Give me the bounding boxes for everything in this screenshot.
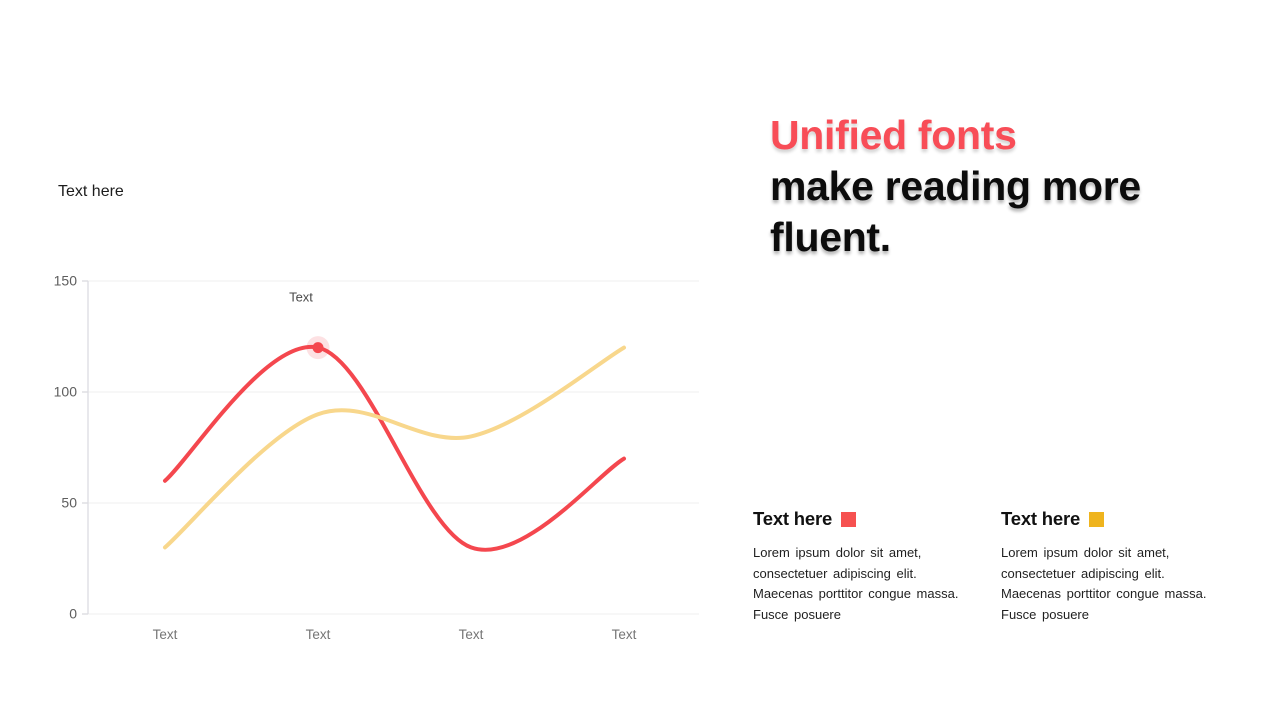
svg-text:Text: Text: [306, 627, 331, 642]
svg-text:Text: Text: [459, 627, 484, 642]
callout-red: Text here Lorem ipsum dolor sit amet, co…: [753, 508, 978, 625]
svg-text:150: 150: [54, 273, 78, 289]
red-square-icon: [841, 511, 857, 527]
callout-red-header: Text here: [753, 508, 978, 530]
callout-yellow: Text here Lorem ipsum dolor sit amet, co…: [1001, 508, 1226, 625]
callout-red-title: Text here: [753, 508, 833, 529]
headline-accent-line: Unified fonts: [770, 112, 1017, 158]
svg-text:Text: Text: [289, 290, 313, 305]
callout-yellow-header: Text here: [1001, 508, 1226, 530]
svg-text:Text: Text: [612, 627, 637, 642]
svg-text:100: 100: [54, 384, 78, 400]
callout-red-body: Lorem ipsum dolor sit amet, consectetuer…: [753, 545, 959, 622]
headline-black-lines: make reading more fluent.: [770, 163, 1141, 260]
line-chart: 0 50 100 150 Text Text Text Text Text: [54, 273, 699, 642]
headline: Unified fonts make reading more fluent.: [770, 110, 1190, 263]
callout-yellow-body: Lorem ipsum dolor sit amet, consectetuer…: [1001, 545, 1207, 622]
svg-text:0: 0: [69, 606, 77, 622]
yellow-square-icon: [1089, 511, 1105, 527]
svg-text:Text: Text: [153, 627, 178, 642]
callout-yellow-title: Text here: [1001, 508, 1081, 529]
svg-text:50: 50: [61, 495, 77, 511]
chart-title: Text here: [58, 183, 124, 200]
